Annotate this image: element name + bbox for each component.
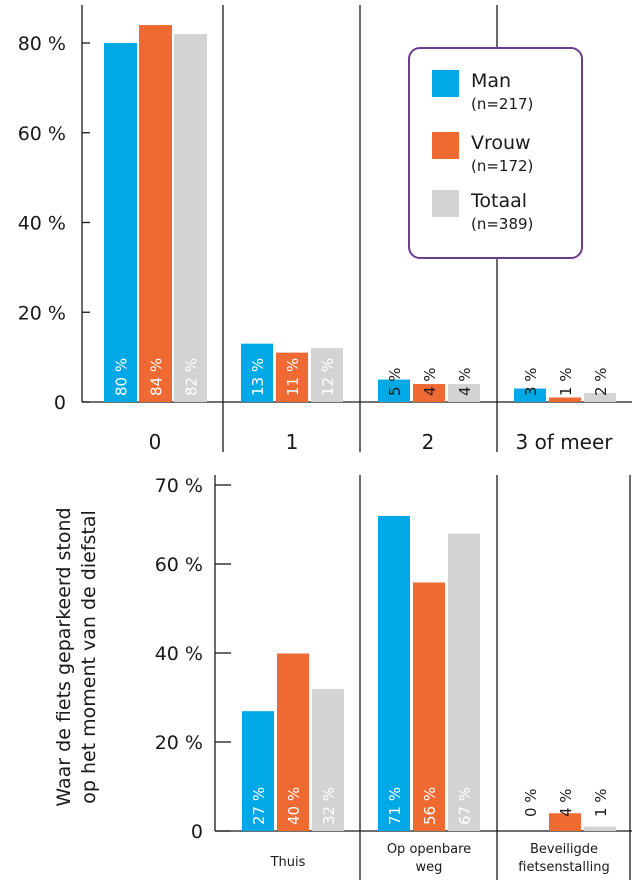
- bottom-bar-man: [378, 515, 410, 831]
- legend-entry-n: (n=217): [471, 95, 533, 113]
- legend-entry-n: (n=389): [471, 215, 533, 233]
- top-data-label: 5 %: [386, 367, 404, 396]
- top-bar-totaal: [448, 384, 480, 402]
- bottom-bar-totaal: [584, 826, 616, 831]
- bottom-bar-totaal: [448, 533, 480, 831]
- bottom-y-tick-label: 70 %: [155, 475, 203, 497]
- top-data-label: 4 %: [421, 367, 439, 396]
- bottom-bar-vrouw: [413, 582, 445, 831]
- bottom-data-label: 27 %: [250, 787, 268, 825]
- bottom-category-label: Op openbare: [387, 842, 471, 857]
- bottom-data-label: 32 %: [320, 787, 338, 825]
- bottom-data-label: 1 %: [592, 788, 610, 817]
- top-chart: 0 20 % 40 % 60 % 80 % 0 1 2 3 of meer 80 % 13 % 5 %…: [18, 5, 632, 454]
- bottom-category-label: Thuis: [270, 855, 306, 870]
- legend-entry-name: Man: [471, 70, 511, 92]
- top-category-label: 2: [422, 430, 435, 454]
- top-category-label: 0: [149, 430, 162, 454]
- top-data-label: 2 %: [592, 367, 610, 396]
- top-bar-vrouw: [413, 384, 445, 402]
- bottom-bar-man: [242, 711, 274, 831]
- top-y-tick-label: 40 %: [18, 213, 66, 235]
- legend: Man (n=217) Vrouw (n=172) Totaal (n=389): [408, 47, 583, 259]
- bottom-bar-totaal: [312, 689, 344, 831]
- top-y-tick-label: 0: [54, 392, 66, 414]
- bottom-chart: 0 20 % 40 % 60 % 70 % Thuis Op openbare weg Beve…: [53, 475, 632, 880]
- bottom-category-label: Beveiligde: [530, 842, 598, 857]
- top-data-label: 11 %: [284, 358, 302, 396]
- top-bar-man: [514, 388, 546, 402]
- bottom-data-label: 56 %: [421, 787, 439, 825]
- top-data-label: 80 %: [113, 358, 131, 396]
- bottom-data-label: 71 %: [386, 787, 404, 825]
- top-bar-man: [378, 379, 410, 402]
- bottom-category-label: fietsenstalling: [518, 860, 609, 875]
- legend-swatch-vrouw: [432, 132, 459, 159]
- bottom-y-axis-title: Waar de fiets geparkeerd stond: [53, 507, 75, 806]
- bottom-bar-vrouw: [277, 653, 309, 831]
- legend-swatch-man: [432, 70, 459, 97]
- top-bar-man: [104, 43, 137, 402]
- bottom-y-tick-label: 60 %: [155, 554, 203, 576]
- top-bar-totaal: [174, 34, 207, 403]
- bottom-y-tick-label: 20 %: [155, 732, 203, 754]
- bottom-y-tick-label: 40 %: [155, 643, 203, 665]
- top-category-label: 3 of meer: [515, 430, 613, 454]
- bottom-data-label: 4 %: [557, 788, 575, 817]
- bottom-data-label: 0 %: [522, 788, 540, 817]
- top-y-tick-label: 60 %: [18, 123, 66, 145]
- bottom-y-tick-label: 0: [191, 821, 203, 843]
- top-data-label: 12 %: [319, 358, 337, 396]
- legend-swatch-totaal: [432, 190, 459, 217]
- top-data-label: 82 %: [183, 358, 201, 396]
- top-bar-vrouw: [276, 352, 308, 402]
- legend-entry-name: Vrouw: [471, 132, 531, 154]
- top-data-label: 1 %: [557, 367, 575, 396]
- top-bar-man: [241, 343, 273, 402]
- bottom-category-label: weg: [416, 860, 443, 875]
- bottom-data-label: 67 %: [456, 787, 474, 825]
- top-y-tick-label: 20 %: [18, 302, 66, 324]
- top-data-label: 4 %: [456, 367, 474, 396]
- top-data-label: 13 %: [249, 358, 267, 396]
- bottom-bar-vrouw: [549, 813, 581, 831]
- top-data-label: 3 %: [522, 367, 540, 396]
- bottom-data-label: 40 %: [285, 787, 303, 825]
- legend-entry-name: Totaal: [470, 190, 527, 212]
- top-bar-vrouw: [549, 397, 581, 402]
- bottom-y-axis-title: op het moment van de diefstal: [78, 510, 100, 804]
- legend-entry-n: (n=172): [471, 157, 533, 175]
- top-data-label: 84 %: [148, 358, 166, 396]
- top-bar-vrouw: [139, 25, 172, 403]
- top-bar-totaal: [311, 348, 343, 402]
- top-bar-totaal: [584, 393, 616, 402]
- top-y-tick-label: 80 %: [18, 33, 66, 55]
- top-category-label: 1: [286, 430, 299, 454]
